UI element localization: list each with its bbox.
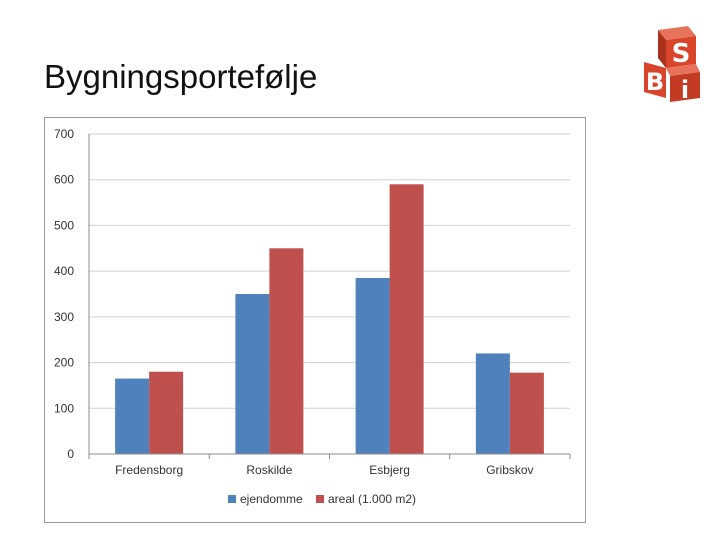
y-tick-label: 400 [54, 264, 74, 278]
bar-ejendomme-fredensborg [115, 378, 150, 454]
y-tick-label: 100 [54, 401, 74, 415]
bar-ejendomme-gribskov [475, 353, 510, 454]
x-category-label: Esbjerg [369, 463, 410, 477]
legend-label: ejendomme [240, 492, 303, 506]
sbi-logo-icon: S B i [644, 26, 700, 102]
y-tick-label: 700 [54, 127, 74, 141]
chart-frame: 0 100 200 300 400 500 600 700 Fredensborg Roskild… [44, 117, 586, 523]
y-tick-label: 200 [54, 356, 74, 370]
svg-text:S: S [672, 39, 691, 69]
bar-chart: 0 100 200 300 400 500 600 700 Fredensborg Roskild… [54, 127, 571, 506]
svg-text:B: B [646, 68, 664, 96]
svg-text:i: i [681, 76, 689, 102]
labels: 0 100 200 300 400 500 600 700 Fredensborg Roskild… [54, 127, 534, 477]
bars [115, 184, 544, 454]
x-category-label: Fredensborg [115, 463, 183, 477]
y-tick-label: 500 [54, 218, 74, 232]
slide-title: Bygningsportefølje [44, 58, 318, 95]
legend-swatch [228, 495, 236, 503]
x-category-label: Roskilde [246, 463, 292, 477]
axes [88, 134, 571, 459]
legend: ejendomme areal (1.000 m2) [228, 492, 416, 506]
bar-areal-gribskov [509, 372, 544, 454]
x-category-label: Gribskov [486, 463, 533, 477]
bar-areal-esbjerg [389, 184, 424, 454]
legend-swatch [316, 495, 324, 503]
bar-ejendomme-roskilde [235, 294, 270, 454]
bar-ejendomme-esbjerg [355, 278, 390, 454]
bar-areal-fredensborg [149, 371, 184, 454]
y-tick-label: 600 [54, 173, 74, 187]
legend-label: areal (1.000 m2) [328, 492, 416, 506]
y-tick-label: 0 [67, 447, 74, 461]
y-tick-label: 300 [54, 310, 74, 324]
bar-areal-roskilde [269, 248, 304, 454]
